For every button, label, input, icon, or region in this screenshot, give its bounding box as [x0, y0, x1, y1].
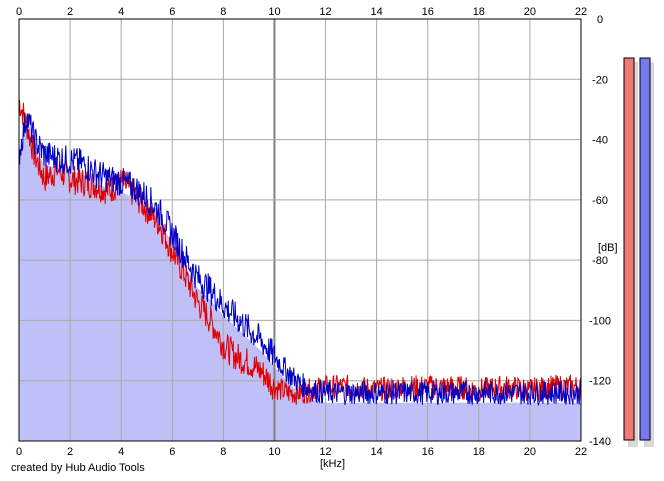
x-tick-label-top: 22 — [575, 6, 587, 18]
x-tick-label-top: 4 — [118, 6, 124, 18]
y-tick-label: -120 — [589, 376, 611, 388]
x-tick-label-bottom: 16 — [422, 446, 434, 458]
x-tick-label-bottom: 12 — [319, 446, 331, 458]
level-meter-group — [623, 57, 654, 447]
spectrum-fill — [19, 125, 581, 441]
x-tick-label-top: 0 — [16, 6, 22, 18]
x-tick-label-bottom: 0 — [16, 446, 22, 458]
series-line-2 — [18, 112, 582, 407]
level-meter-1 — [623, 57, 635, 441]
x-tick-label-top: 12 — [319, 6, 331, 18]
y-tick-label: -100 — [589, 315, 611, 327]
x-tick-label-bottom: 20 — [524, 446, 536, 458]
x-tick-label-bottom: 22 — [575, 446, 587, 458]
x-tick-label-bottom: 6 — [169, 446, 175, 458]
y-axis-unit-label: [dB] — [598, 242, 618, 254]
level-meter-2 — [639, 57, 651, 441]
spectrum-fill-layer — [19, 125, 581, 441]
x-tick-label-bottom: 8 — [220, 446, 226, 458]
x-tick-label-top: 8 — [220, 6, 226, 18]
y-tick-label: -60 — [592, 195, 608, 207]
x-axis-unit-label: [kHz] — [320, 458, 345, 470]
y-tick-label: -140 — [589, 436, 611, 448]
y-tick-label: -20 — [592, 74, 608, 86]
series-layer — [18, 99, 582, 407]
plot-frame — [18, 18, 582, 442]
x-tick-label-top: 10 — [268, 6, 280, 18]
credit-text: created by Hub Audio Tools — [11, 462, 145, 474]
x-tick-label-top: 14 — [371, 6, 383, 18]
x-tick-label-bottom: 2 — [67, 446, 73, 458]
x-tick-label-top: 6 — [169, 6, 175, 18]
x-tick-label-bottom: 4 — [118, 446, 124, 458]
y-tick-label: -80 — [592, 255, 608, 267]
y-tick-label: -40 — [592, 135, 608, 147]
x-tick-label-top: 16 — [422, 6, 434, 18]
x-tick-label-top: 20 — [524, 6, 536, 18]
x-tick-label-bottom: 14 — [371, 446, 383, 458]
x-tick-label-bottom: 10 — [268, 446, 280, 458]
x-tick-label-top: 2 — [67, 6, 73, 18]
y-tick-label: 0 — [597, 14, 603, 26]
x-tick-label-bottom: 18 — [473, 446, 485, 458]
tick-label-layer: 002244668810101212141416161818202022220-… — [16, 6, 611, 458]
series-line-1 — [18, 99, 582, 405]
x-tick-label-top: 18 — [473, 6, 485, 18]
